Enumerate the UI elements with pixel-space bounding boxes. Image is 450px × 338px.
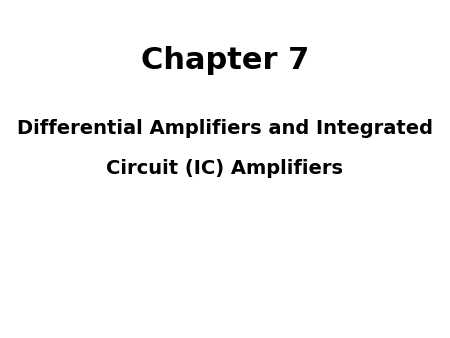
Text: Chapter 7: Chapter 7 [141, 46, 309, 75]
Text: Circuit (IC) Amplifiers: Circuit (IC) Amplifiers [107, 160, 343, 178]
Text: Differential Amplifiers and Integrated: Differential Amplifiers and Integrated [17, 119, 433, 138]
